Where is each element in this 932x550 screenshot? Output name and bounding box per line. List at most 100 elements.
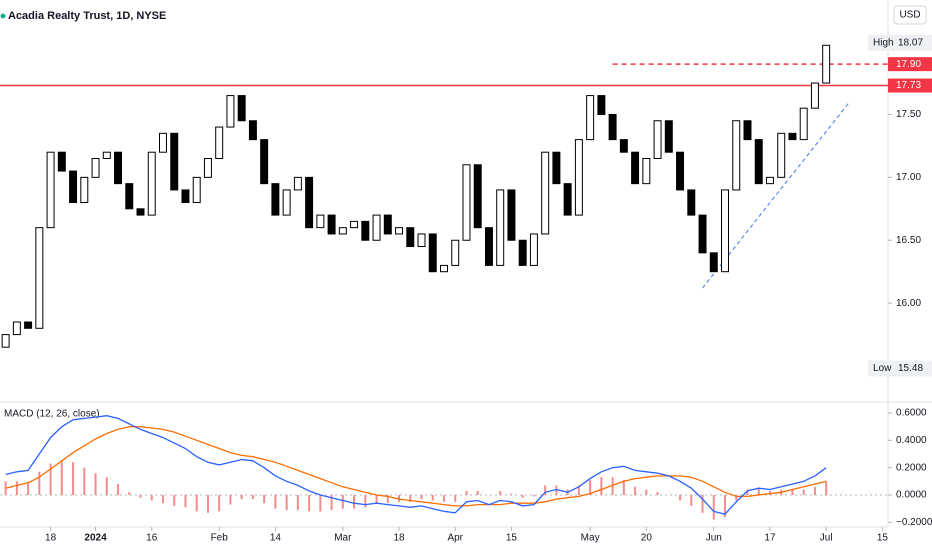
- candle-body: [69, 170, 78, 204]
- candle-body: [136, 208, 145, 216]
- candle-body: [338, 227, 347, 235]
- low-value: 15.48: [898, 363, 923, 374]
- macd-histogram-bar: [139, 495, 142, 498]
- macd-histogram-bar: [600, 477, 603, 496]
- candle-body: [12, 321, 21, 336]
- macd-histogram-bar: [510, 493, 513, 496]
- candle-body: [282, 189, 291, 216]
- candle-body: [765, 176, 774, 185]
- level-label: 17.90: [896, 59, 921, 70]
- macd-macd-line: [5, 415, 827, 515]
- macd-histogram-bar: [443, 495, 445, 502]
- candle-body: [192, 176, 201, 204]
- candle-body: [709, 252, 718, 273]
- candle-body: [574, 139, 583, 216]
- candle-body: [529, 233, 538, 266]
- macd-histogram-bar: [229, 495, 232, 505]
- status-dot: [0, 13, 6, 19]
- macd-histogram-bar: [83, 467, 86, 496]
- high-value: 18.07: [898, 37, 923, 48]
- macd-histogram-bar: [195, 495, 198, 512]
- x-tick-label: 15: [877, 533, 889, 544]
- candle-body: [316, 214, 325, 229]
- macd-histogram-bar: [274, 495, 277, 509]
- x-tick-label: Jul: [820, 533, 833, 544]
- candle-body: [80, 176, 89, 204]
- candle-body: [125, 183, 134, 210]
- candle-body: [451, 239, 460, 266]
- macd-y-tick-label: 0.2000: [896, 462, 927, 473]
- level-badge: [888, 57, 932, 72]
- macd-histogram-bar: [386, 495, 389, 504]
- macd-histogram-bar: [409, 495, 412, 502]
- macd-title: MACD (12, 26, close): [4, 409, 100, 420]
- macd-histogram-bar: [105, 477, 108, 496]
- candle-body: [1, 334, 10, 348]
- candle-body: [653, 120, 662, 159]
- macd-histogram-bar: [724, 495, 727, 517]
- macd-histogram-bar: [735, 495, 738, 501]
- candle-body: [698, 214, 707, 254]
- macd-histogram-bar: [746, 489, 749, 496]
- macd-y-tick-label: 0.6000: [896, 408, 927, 419]
- macd-histogram-bar: [791, 489, 794, 496]
- macd-histogram-bar: [285, 495, 288, 511]
- macd-histogram-bar: [375, 495, 378, 504]
- macd-histogram-bar: [27, 482, 30, 496]
- candle-body: [743, 120, 752, 141]
- currency[interactable]: USD: [899, 10, 920, 21]
- candle-body: [642, 157, 651, 185]
- candle-body: [541, 151, 550, 235]
- candle-body: [631, 151, 640, 185]
- x-tick-label: Apr: [447, 533, 463, 544]
- macd-histogram-bar: [622, 479, 625, 496]
- candle-body: [732, 120, 741, 191]
- macd-histogram-bar: [701, 495, 704, 513]
- chart-title: Acadia Realty Trust, 1D, NYSE: [8, 10, 166, 22]
- macd-histogram-bar: [60, 460, 63, 496]
- candle-body: [395, 227, 404, 235]
- macd-signal-line: [5, 426, 827, 507]
- macd-y-tick-label: −0.2000: [896, 517, 932, 528]
- candle-body: [350, 220, 359, 229]
- candle-body: [102, 151, 111, 159]
- macd-histogram-bar: [150, 495, 153, 501]
- candle-body: [676, 151, 685, 191]
- candle-body: [428, 233, 437, 273]
- x-tick-label: 16: [146, 533, 158, 544]
- macd-histogram-bar: [49, 463, 52, 496]
- candle-body: [462, 164, 471, 241]
- low-label: Low: [873, 363, 892, 374]
- candle-body: [305, 176, 314, 229]
- candle-body: [237, 95, 246, 122]
- candle-body: [372, 214, 381, 241]
- macd-histogram-bar: [825, 481, 828, 496]
- y-tick-label: 16.00: [896, 298, 921, 309]
- candle-body: [271, 183, 280, 216]
- macd-histogram-bar: [94, 473, 97, 496]
- candle-body: [203, 157, 212, 178]
- macd-histogram-bar: [161, 495, 164, 504]
- candle-body: [484, 227, 493, 266]
- macd-histogram-bar: [802, 489, 805, 496]
- y-tick-label: 17.00: [896, 172, 921, 183]
- macd-histogram-bar: [184, 495, 187, 508]
- candle-body: [327, 214, 336, 235]
- macd-histogram-bar: [521, 495, 524, 498]
- candle-body: [361, 220, 370, 241]
- level-badge: [888, 78, 932, 93]
- macd-histogram-bar: [577, 485, 580, 496]
- candle-body: [664, 120, 673, 153]
- macd-histogram-bar: [465, 490, 468, 496]
- candle-body: [586, 95, 595, 141]
- macd-histogram-bar: [589, 479, 592, 496]
- candle-body: [417, 233, 426, 248]
- candle-body: [619, 139, 628, 153]
- macd-histogram-bar: [128, 492, 131, 496]
- currency-button[interactable]: [893, 5, 927, 25]
- x-tick-label: 14: [270, 533, 282, 544]
- candle-body: [91, 157, 100, 178]
- trendline: [702, 102, 850, 289]
- macd-histogram-bar: [353, 495, 356, 509]
- y-tick-label: 17.50: [896, 109, 921, 120]
